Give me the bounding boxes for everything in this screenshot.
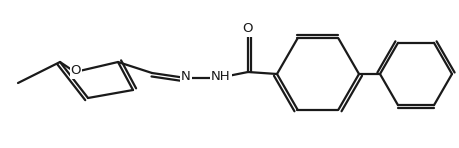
- Text: N: N: [181, 70, 190, 83]
- Text: NH: NH: [211, 70, 230, 83]
- Text: O: O: [71, 65, 81, 78]
- Text: O: O: [242, 22, 253, 36]
